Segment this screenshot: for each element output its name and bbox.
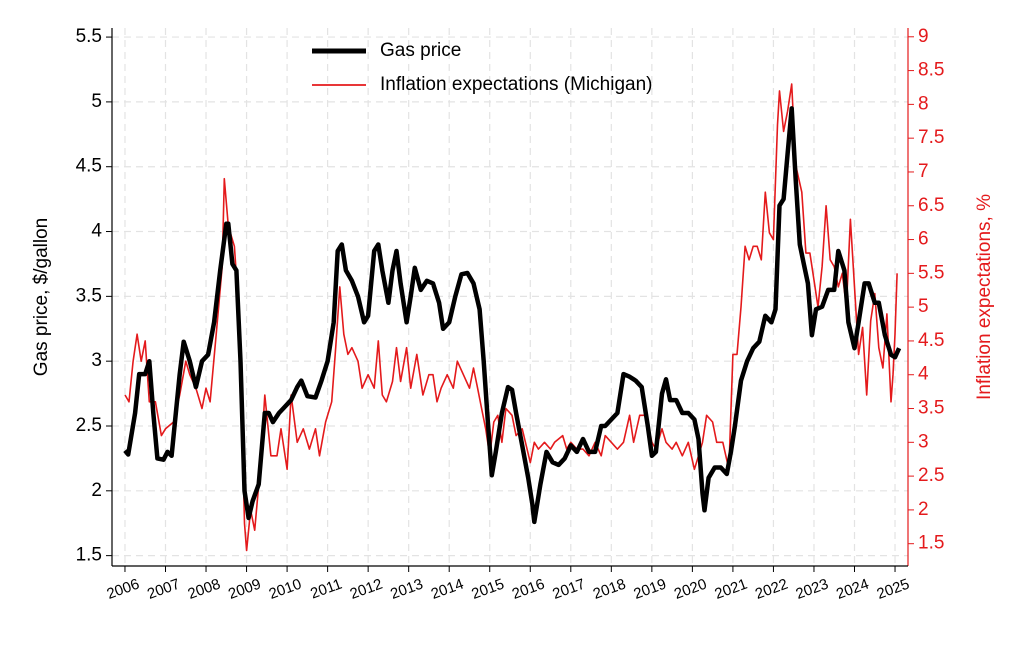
legend-label: Inflation expectations (Michigan): [380, 74, 652, 95]
x-tick-label: 2021: [712, 576, 749, 603]
x-tick-label: 2019: [631, 576, 668, 603]
y2-tick-label: 5.5: [918, 262, 944, 283]
x-tick-label: 2023: [794, 576, 831, 603]
x-tick-label: 2012: [348, 576, 385, 603]
data-line: [123, 106, 902, 525]
x-tick-label: 2017: [550, 576, 587, 603]
x-tick-label: 2009: [226, 576, 263, 603]
y-tick-label: 2.5: [76, 415, 102, 436]
y2-tick-label: 7.5: [918, 127, 944, 148]
x-tick-label: 2024: [834, 576, 871, 603]
y2-tick-label: 6: [918, 229, 929, 250]
x-tick-label: 2015: [469, 576, 506, 603]
y2-tick-label: 7: [918, 161, 929, 182]
y2-tick-label: 4.5: [918, 330, 944, 351]
data-line: [124, 83, 898, 552]
y-tick-label: 5: [91, 91, 102, 112]
x-tick-label: 2013: [388, 576, 425, 603]
y-tick-label: 4: [91, 221, 102, 242]
y2-tick-label: 2.5: [918, 465, 944, 486]
x-tick-label: 2016: [510, 576, 547, 603]
y2-tick-label: 3.5: [918, 398, 944, 419]
y2-tick-label: 3: [918, 431, 929, 452]
x-tick-label: 2022: [753, 576, 790, 603]
y2-tick-label: 5: [918, 296, 929, 317]
y-tick-label: 5.5: [76, 26, 102, 47]
x-tick-label: 2008: [186, 576, 223, 603]
y2-tick-label: 8: [918, 93, 929, 114]
x-tick-label: 2014: [429, 576, 466, 603]
y2-tick-label: 1.5: [918, 533, 944, 554]
x-tick-label: 2025: [875, 576, 912, 603]
x-tick-label: 2007: [145, 576, 182, 603]
y-tick-label: 4.5: [76, 156, 102, 177]
y2-tick-label: 9: [918, 26, 929, 47]
x-tick-label: 2020: [672, 576, 709, 603]
y2-tick-label: 8.5: [918, 60, 944, 81]
y-axis-label: Gas price, $/gallon: [31, 218, 52, 376]
y2-tick-label: 6.5: [918, 195, 944, 216]
y2-tick-label: 4: [918, 364, 929, 385]
x-tick-label: 2011: [308, 576, 344, 603]
legend-label: Gas price: [380, 40, 461, 61]
y-tick-label: 1.5: [76, 545, 102, 566]
y-tick-label: 3.5: [76, 285, 102, 306]
y2-tick-label: 2: [918, 499, 929, 520]
y-tick-label: 2: [91, 480, 102, 501]
x-tick-label: 2006: [105, 576, 142, 603]
y-tick-label: 3: [91, 350, 102, 371]
y2-axis-label: Inflation expectations, %: [974, 194, 995, 400]
x-tick-label: 2010: [267, 576, 304, 603]
x-tick-label: 2018: [591, 576, 628, 603]
